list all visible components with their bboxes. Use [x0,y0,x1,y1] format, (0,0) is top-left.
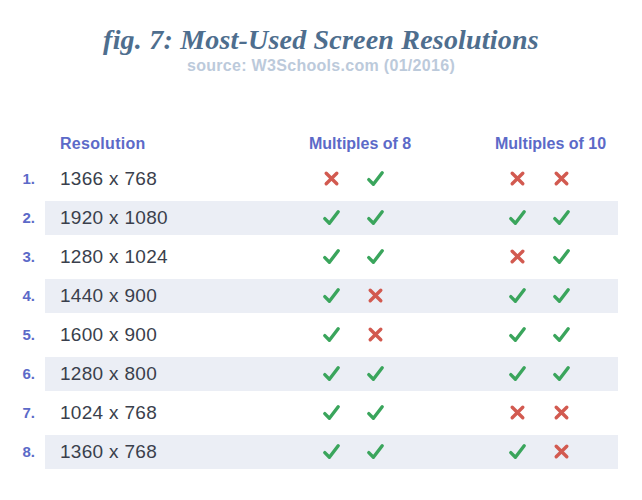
row-number: 3. [0,237,35,276]
cross-icon [309,169,353,188]
resolution-value: 1024 x 768 [45,402,309,424]
check-icon [539,286,583,305]
check-icon [353,247,397,266]
table-row: 4. 1440 x 900 [0,276,618,315]
row-number: 4. [0,276,35,315]
cross-icon [495,169,539,188]
resolution-value: 1600 x 900 [45,324,309,346]
check-icon [309,442,353,461]
cross-icon [495,247,539,266]
check-icon [353,208,397,227]
figure-title: fig. 7: Most-Used Screen Resolutions [0,25,642,54]
cross-icon [353,286,397,305]
row-number: 7. [0,393,35,432]
check-icon [495,364,539,383]
check-icon [495,325,539,344]
table-row: 1. 1366 x 768 [0,159,618,198]
check-icon [539,208,583,227]
table-header-row: Resolution Multiples of 8 Multiples of 1… [0,130,618,158]
column-header-multiples-of-8: Multiples of 8 [309,135,397,153]
resolution-value: 1360 x 768 [45,441,309,463]
figure-subtitle: source: W3Schools.com (01/2016) [0,58,642,74]
resolution-table: Resolution Multiples of 8 Multiples of 1… [0,130,618,471]
resolution-value: 1280 x 800 [45,363,309,385]
check-icon [309,403,353,422]
check-icon [539,364,583,383]
row-number: 2. [0,198,35,237]
figure-page: fig. 7: Most-Used Screen Resolutions sou… [0,25,642,500]
check-icon [353,403,397,422]
resolution-value: 1440 x 900 [45,285,309,307]
cross-icon [539,403,583,422]
row-number: 1. [0,159,35,198]
column-header-multiples-of-10: Multiples of 10 [495,135,583,153]
check-icon [539,325,583,344]
check-icon [309,364,353,383]
check-icon [353,169,397,188]
resolution-value: 1366 x 768 [45,168,309,190]
column-header-resolution: Resolution [45,135,309,153]
check-icon [353,442,397,461]
table-row: 6. 1280 x 800 [0,354,618,393]
check-icon [495,208,539,227]
table-row: 8. 1360 x 768 [0,432,618,471]
check-icon [353,364,397,383]
table-row: 7. 1024 x 768 [0,393,618,432]
row-number-header-spacer [0,130,35,158]
table-row: 5. 1600 x 900 [0,315,618,354]
row-number: 8. [0,432,35,471]
check-icon [309,247,353,266]
row-number: 5. [0,315,35,354]
table-row: 3. 1280 x 1024 [0,237,618,276]
resolution-value: 1280 x 1024 [45,246,309,268]
check-icon [539,247,583,266]
table-row: 2. 1920 x 1080 [0,198,618,237]
resolution-value: 1920 x 1080 [45,207,309,229]
cross-icon [539,169,583,188]
row-number: 6. [0,354,35,393]
check-icon [495,442,539,461]
check-icon [309,286,353,305]
cross-icon [495,403,539,422]
cross-icon [353,325,397,344]
check-icon [495,286,539,305]
check-icon [309,208,353,227]
check-icon [309,325,353,344]
cross-icon [539,442,583,461]
